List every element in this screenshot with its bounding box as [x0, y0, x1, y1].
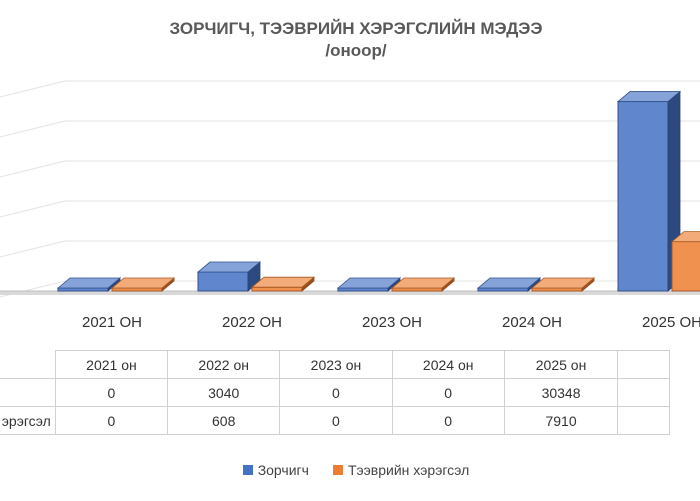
bar-top — [616, 91, 682, 102]
table-cell: 7910 — [503, 406, 619, 435]
bar-passenger — [617, 101, 669, 292]
chart-title: ЗОРЧИГЧ, ТЭЭВРИЙН ХЭРЭГСЛИЙН МЭДЭЭ — [169, 19, 543, 38]
category-label: 2025 ОН — [641, 314, 700, 331]
bar-top — [476, 277, 542, 289]
bar-vehicle — [251, 286, 303, 292]
table-header-cell: 2021 он — [54, 350, 169, 379]
bar-top — [196, 261, 262, 273]
bar-top — [390, 277, 456, 289]
bar-passenger — [477, 287, 529, 292]
table-header-row: 2021 он 2022 он 2023 он 2024 он 2025 он — [0, 350, 670, 379]
bar-vehicle — [391, 287, 443, 292]
table-cell: 0 — [54, 406, 169, 435]
legend-label: Зорчигч — [257, 462, 309, 478]
chart-subtitle: /оноор/ — [325, 41, 387, 60]
bar-top — [336, 277, 402, 289]
gridline-left — [0, 80, 66, 98]
legend-label: Тээврийн хэрэгсэл — [347, 462, 470, 478]
table-header-cell: 2022 он — [167, 350, 281, 379]
bar-vehicle — [671, 241, 700, 292]
table-cell: 3040 — [167, 378, 281, 407]
gridline-left — [0, 240, 66, 258]
table-cell: 0 — [391, 378, 505, 407]
bar-passenger — [57, 287, 109, 292]
table-cell-extra — [617, 378, 670, 407]
legend-swatch — [242, 465, 253, 475]
table-row-series-1: 0 3040 0 0 30348 — [0, 378, 670, 407]
table-cell: 0 — [279, 378, 393, 407]
legend-item-series-2: Тээврийн хэрэгсэл — [332, 462, 470, 478]
table-header-cell: 2024 он — [391, 350, 505, 379]
category-label: 2021 ОН — [81, 314, 143, 331]
table-cell: 0 — [391, 406, 505, 435]
chart-floor — [0, 291, 700, 295]
table-header-cell: 2025 он — [503, 350, 619, 379]
bar-top — [250, 276, 316, 288]
table-header-cell-extra — [617, 350, 670, 379]
table-cell: 608 — [167, 406, 281, 435]
chart-legend: Зорчигч Тээврийн хэрэгсэл — [0, 462, 700, 478]
legend-item-series-1: Зорчигч — [242, 462, 309, 478]
bar-passenger — [197, 271, 249, 292]
table-corner — [0, 351, 55, 379]
gridline-left — [0, 200, 66, 218]
table-header-cell: 2023 он — [279, 350, 393, 379]
data-table: 2021 он 2022 он 2023 он 2024 он 2025 он … — [0, 350, 670, 435]
bar-top — [110, 277, 176, 289]
category-label: 2023 ОН — [361, 314, 423, 331]
bar-vehicle — [531, 287, 583, 292]
bar-vehicle — [111, 287, 163, 292]
table-cell-extra — [617, 406, 670, 435]
gridline-left — [0, 120, 66, 138]
bar-top — [530, 277, 596, 289]
table-row-label: эрэгсэл — [0, 406, 56, 435]
bar-top — [670, 231, 700, 243]
bar-top — [56, 277, 122, 289]
table-cell: 0 — [54, 378, 169, 407]
bar-passenger — [337, 287, 389, 292]
gridline-left — [0, 160, 66, 178]
category-label: 2024 ОН — [501, 314, 563, 331]
legend-swatch — [332, 465, 343, 475]
table-row-series-2: эрэгсэл 0 608 0 0 7910 — [0, 406, 670, 435]
category-label: 2022 ОН — [221, 314, 283, 331]
chart-plot-area — [0, 80, 700, 298]
table-cell: 0 — [279, 406, 393, 435]
table-cell: 30348 — [503, 378, 619, 407]
table-row-label — [0, 378, 56, 407]
